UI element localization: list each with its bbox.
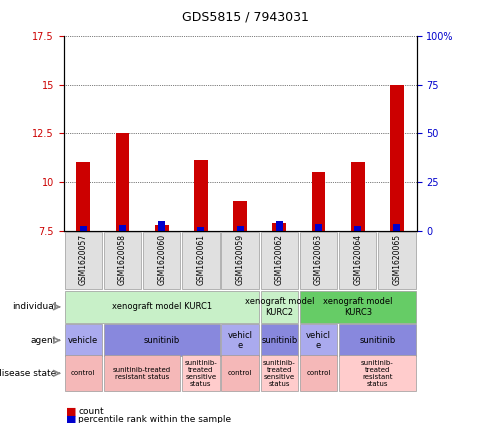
Bar <box>233 201 247 231</box>
Text: sunitinib: sunitinib <box>261 336 297 345</box>
Text: agent: agent <box>30 336 56 345</box>
Text: GSM1620062: GSM1620062 <box>275 234 284 285</box>
Text: GSM1620061: GSM1620061 <box>196 234 205 285</box>
Bar <box>80 226 87 231</box>
Bar <box>390 85 404 231</box>
Text: count: count <box>78 407 104 416</box>
Bar <box>158 221 165 231</box>
Text: percentile rank within the sample: percentile rank within the sample <box>78 415 231 423</box>
Text: sunitinib-treated
resistant status: sunitinib-treated resistant status <box>113 367 171 380</box>
Bar <box>119 225 126 231</box>
Bar <box>393 224 400 231</box>
Text: control: control <box>71 370 96 376</box>
Bar <box>272 223 286 231</box>
Text: control: control <box>306 370 331 376</box>
Text: individual: individual <box>12 302 56 311</box>
Text: GSM1620065: GSM1620065 <box>392 234 401 285</box>
Bar <box>197 227 204 231</box>
Text: GSM1620057: GSM1620057 <box>79 234 88 285</box>
Text: xenograft model
KURC2: xenograft model KURC2 <box>245 297 314 316</box>
Text: xenograft model
KURC3: xenograft model KURC3 <box>323 297 392 316</box>
Text: GSM1620058: GSM1620058 <box>118 234 127 285</box>
Bar <box>76 162 90 231</box>
Bar <box>354 226 361 231</box>
Text: vehicle: vehicle <box>68 336 98 345</box>
Text: sunitinib: sunitinib <box>359 336 395 345</box>
Text: control: control <box>228 370 252 376</box>
Text: GSM1620060: GSM1620060 <box>157 234 166 285</box>
Bar <box>276 221 283 231</box>
Text: GSM1620064: GSM1620064 <box>353 234 362 285</box>
Bar <box>237 226 244 231</box>
Text: sunitinib-
treated
sensitive
status: sunitinib- treated sensitive status <box>185 360 217 387</box>
Text: disease state: disease state <box>0 369 56 378</box>
Text: sunitinib-
treated
resistant
status: sunitinib- treated resistant status <box>361 360 393 387</box>
Text: sunitinib-
treated
sensitive
status: sunitinib- treated sensitive status <box>263 360 295 387</box>
Bar <box>315 224 322 231</box>
Text: GSM1620059: GSM1620059 <box>236 234 245 285</box>
Bar <box>351 162 365 231</box>
Text: ■: ■ <box>66 406 76 416</box>
Bar <box>116 133 129 231</box>
Text: ■: ■ <box>66 415 76 423</box>
Text: vehicl
e: vehicl e <box>227 331 253 350</box>
Text: vehicl
e: vehicl e <box>306 331 331 350</box>
Text: xenograft model KURC1: xenograft model KURC1 <box>112 302 212 311</box>
Bar <box>312 172 325 231</box>
Text: GDS5815 / 7943031: GDS5815 / 7943031 <box>182 11 308 24</box>
Bar <box>155 225 169 231</box>
Text: GSM1620063: GSM1620063 <box>314 234 323 285</box>
Text: sunitinib: sunitinib <box>144 336 180 345</box>
Bar <box>194 160 208 231</box>
